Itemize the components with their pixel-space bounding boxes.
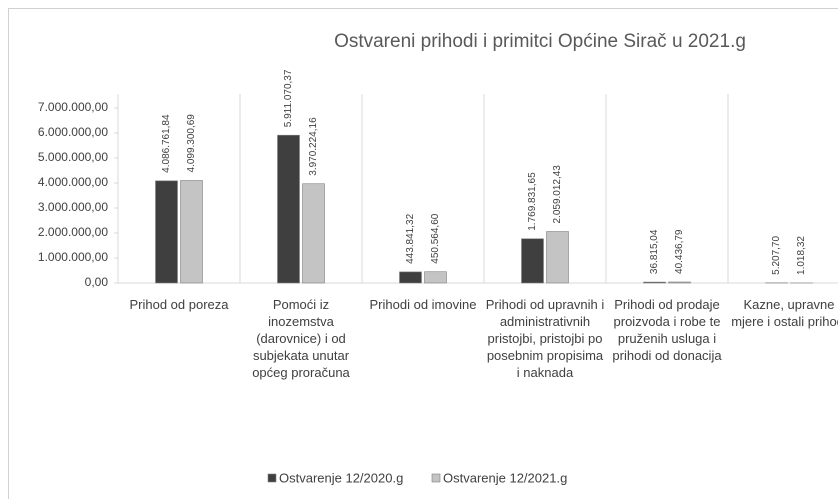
y-tick-label: 5.000.000,00 — [38, 150, 108, 164]
value-label: 2.059.012,43 — [552, 165, 563, 224]
bar — [277, 134, 300, 284]
x-tick-label: Prihod od poreza — [129, 297, 229, 312]
bar — [302, 183, 325, 284]
legend-label: Ostvarenje 12/2021.g — [443, 470, 567, 485]
y-tick-label: 7.000.000,00 — [38, 100, 108, 114]
value-label: 3.970.224,16 — [308, 117, 319, 176]
bar — [180, 180, 203, 284]
x-tick-label: Prihodi od prodaje proizvoda i robe te p… — [612, 297, 722, 363]
x-tick-label: Prihodi od imovine — [369, 297, 477, 312]
value-label: 5.207,70 — [771, 236, 782, 275]
bar — [399, 271, 422, 284]
bar — [668, 281, 691, 284]
y-tick-label: 0,00 — [85, 275, 109, 289]
value-label: 1.769.831,65 — [527, 172, 538, 231]
y-tick-label: 4.000.000,00 — [38, 175, 108, 189]
bar — [546, 231, 569, 284]
bar — [643, 281, 666, 284]
x-tick-label: Prihodi od upravnih i administrativnih p… — [485, 297, 605, 380]
bar — [424, 271, 447, 284]
x-tick-label: Kazne, upravne mjere i ostali prihodi — [731, 297, 838, 329]
value-label: 36.815,04 — [649, 229, 660, 274]
value-label: 450.564,60 — [430, 213, 441, 263]
bar — [155, 180, 178, 284]
y-tick-label: 2.000.000,00 — [38, 225, 108, 239]
legend-swatch — [431, 473, 441, 483]
value-label: 4.086.761,84 — [161, 114, 172, 173]
value-label: 40.436,79 — [674, 229, 685, 274]
chart-border — [8, 8, 838, 499]
legend-swatch — [267, 473, 277, 483]
x-tick-label: Pomoći iz inozemstva (darovnice) i od su… — [252, 297, 350, 380]
y-tick-label: 3.000.000,00 — [38, 200, 108, 214]
value-label: 4.099.300,69 — [186, 114, 197, 173]
y-tick-label: 1.000.000,00 — [38, 250, 108, 264]
y-tick-label: 6.000.000,00 — [38, 125, 108, 139]
legend-label: Ostvarenje 12/2020.g — [279, 470, 403, 485]
bar — [521, 238, 544, 284]
value-label: 443.841,32 — [405, 213, 416, 263]
value-label: 5.911.070,37 — [283, 69, 294, 127]
value-label: 1.018,32 — [796, 236, 807, 275]
chart-title: Ostvareni prihodi i primitci Općine Sira… — [334, 31, 746, 52]
